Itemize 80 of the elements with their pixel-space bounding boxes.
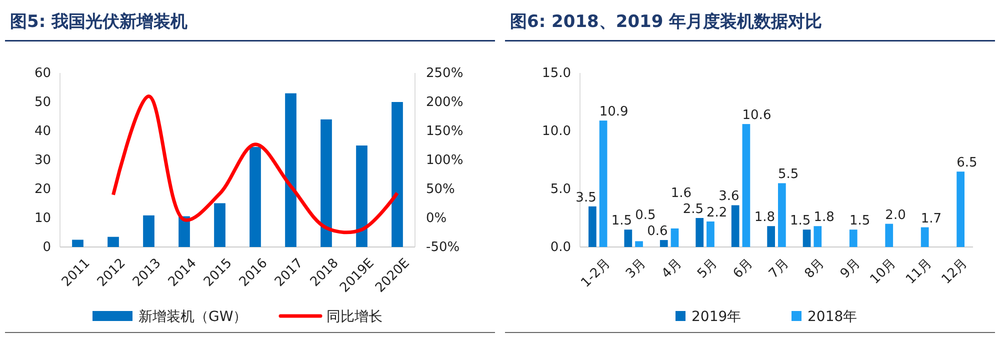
- bar: [849, 230, 858, 247]
- y-tick-label: 10: [34, 211, 51, 226]
- bar: [660, 240, 668, 247]
- y-tick-label: 0.0: [550, 240, 571, 256]
- data-label: 0.6: [647, 224, 668, 240]
- y-tick-label: 10.0: [542, 124, 571, 140]
- data-label: 1.7: [920, 211, 942, 226]
- y2-tick-label: 100%: [426, 153, 464, 168]
- data-label: 1.5: [849, 214, 870, 229]
- data-label: 1.6: [670, 186, 692, 201]
- x-tick-label: 9月: [838, 256, 864, 282]
- bar: [778, 183, 786, 247]
- bar: [624, 230, 632, 247]
- bar: [320, 119, 332, 247]
- data-label: 2.2: [706, 205, 728, 220]
- data-label: 3.5: [576, 190, 596, 206]
- bar: [742, 124, 750, 247]
- chart-title: 图5: 我国光伏新增装机: [10, 12, 188, 32]
- bar: [635, 241, 643, 247]
- bar: [143, 215, 154, 247]
- bar: [599, 120, 608, 247]
- y2-tick-label: 150%: [426, 124, 464, 140]
- bar: [670, 228, 679, 247]
- x-tick-label: 12月: [939, 256, 971, 288]
- bar: [731, 205, 740, 247]
- x-tick-label: 7月: [766, 256, 792, 282]
- data-label: 1.8: [814, 210, 834, 226]
- x-tick-label: 6月: [730, 256, 756, 282]
- bar: [250, 146, 261, 247]
- bar: [802, 230, 811, 247]
- y2-tick-label: 200%: [426, 95, 464, 110]
- bar: [392, 102, 403, 247]
- legend-label: 2018年: [808, 309, 858, 325]
- bar: [706, 221, 714, 247]
- data-label: 1.5: [611, 214, 632, 229]
- bar: [214, 203, 226, 247]
- x-tick-label: 8月: [802, 256, 828, 282]
- legend-label: 新增装机（GW）: [138, 309, 248, 325]
- y2-tick-label: 50%: [426, 182, 455, 198]
- data-label: 5.5: [778, 167, 799, 182]
- x-tick-label: 11月: [903, 256, 935, 288]
- y2-tick-label: 0%: [426, 211, 447, 226]
- bar: [767, 226, 775, 247]
- data-label: 6.5: [956, 156, 978, 171]
- y-tick-label: 20: [34, 182, 51, 198]
- x-tick-label: 5月: [694, 256, 721, 282]
- bar: [920, 227, 929, 247]
- y-tick-label: 30: [34, 153, 51, 168]
- y-tick-label: 40: [34, 124, 51, 140]
- x-tick-label: 3月: [623, 256, 650, 282]
- data-label: 0.5: [635, 208, 656, 224]
- y2-tick-label: -50%: [426, 240, 460, 256]
- y-tick-label: 15.0: [542, 66, 571, 82]
- y-tick-label: 0: [42, 240, 51, 256]
- data-label: 1.8: [754, 210, 775, 226]
- legend-label: 同比增长: [326, 309, 382, 325]
- bar: [885, 224, 894, 247]
- data-label: 2.5: [682, 202, 704, 217]
- x-tick-label: 4月: [659, 256, 685, 282]
- data-label: 1.5: [790, 214, 811, 229]
- x-tick-label: 10月: [868, 256, 900, 288]
- y2-tick-label: 250%: [426, 66, 464, 82]
- bar: [285, 93, 296, 247]
- bar: [956, 172, 964, 247]
- bar: [108, 236, 119, 247]
- data-label: 2.0: [885, 208, 906, 223]
- bar: [72, 240, 84, 247]
- y-tick-label: 60: [34, 66, 51, 82]
- bar: [696, 218, 704, 247]
- data-label: 10.9: [599, 104, 628, 120]
- y-tick-label: 5.0: [550, 182, 571, 198]
- chart-title: 图6: 2018、2019 年月度装机数据对比: [510, 12, 822, 32]
- bar: [588, 206, 596, 247]
- data-label: 10.6: [742, 108, 772, 124]
- bar: [356, 146, 368, 247]
- x-tick-label: 1-2月: [578, 256, 614, 291]
- bar: [814, 226, 822, 247]
- legend-label: 2019年: [692, 309, 742, 325]
- y-tick-label: 50: [34, 95, 51, 110]
- data-label: 3.6: [718, 189, 740, 204]
